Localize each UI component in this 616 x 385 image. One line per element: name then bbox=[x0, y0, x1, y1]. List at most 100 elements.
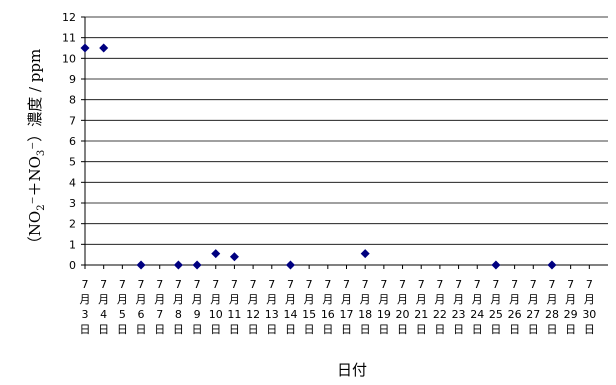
x-tick-label-line: 日 bbox=[416, 323, 427, 336]
data-points bbox=[80, 43, 557, 270]
x-tick-label-line: 11 bbox=[227, 308, 241, 321]
x-tick-label-line: 日 bbox=[584, 323, 595, 336]
data-point bbox=[285, 260, 295, 270]
x-tick-label-line: 日 bbox=[173, 323, 184, 336]
x-tick-label-line: 7 bbox=[474, 278, 481, 291]
x-tick-label: 7 月 28 日 bbox=[545, 278, 559, 336]
y-tick-label: 10 bbox=[62, 52, 76, 65]
x-tick-label-line: 日 bbox=[360, 323, 371, 336]
y-axis-label-prefix: （NO bbox=[26, 211, 44, 251]
x-tick-label-line: 日 bbox=[80, 323, 91, 336]
x-tick-label-line: 7 bbox=[586, 278, 593, 291]
x-tick-label: 7 月 18 日 bbox=[358, 278, 372, 336]
x-tick-label-line: 月 bbox=[248, 293, 259, 306]
x-tick-label: 7 月 4 日 bbox=[98, 278, 109, 336]
x-tick-label-line: 7 bbox=[343, 278, 350, 291]
x-tick-label-line: 7 bbox=[212, 278, 219, 291]
x-tick-label: 7 月 5 日 bbox=[117, 278, 128, 336]
x-tick-label-line: 月 bbox=[266, 293, 277, 306]
x-tick-label: 7 月 15 日 bbox=[302, 278, 316, 336]
x-tick-label-line: 4 bbox=[100, 308, 107, 321]
x-tick-label-line: 7 bbox=[100, 278, 107, 291]
x-tick-label: 7 月 29 日 bbox=[564, 278, 578, 336]
x-tick-label: 7 月 14 日 bbox=[283, 278, 297, 336]
y-tick-label: 8 bbox=[69, 94, 76, 107]
x-tick-label: 7 月 26 日 bbox=[508, 278, 522, 336]
y-tick-label: 6 bbox=[69, 135, 76, 148]
x-tick-label-line: 27 bbox=[526, 308, 540, 321]
x-tick-label-line: 月 bbox=[490, 293, 501, 306]
x-tick-label-line: 7 bbox=[324, 278, 331, 291]
x-tick-label-line: 22 bbox=[433, 308, 447, 321]
x-tick-label-line: 7 bbox=[455, 278, 462, 291]
x-tick-label: 7 月 23 日 bbox=[452, 278, 466, 336]
x-tick-label-line: 日 bbox=[266, 323, 277, 336]
x-tick-label-line: 8 bbox=[175, 308, 182, 321]
x-tick-label-line: 日 bbox=[509, 323, 520, 336]
x-tick-label-line: 18 bbox=[358, 308, 372, 321]
x-tick-label: 7 月 13 日 bbox=[265, 278, 279, 336]
x-tick-label-line: 月 bbox=[210, 293, 221, 306]
data-point bbox=[211, 249, 221, 259]
x-tick-label-line: 7 bbox=[138, 278, 145, 291]
x-tick-label-line: 月 bbox=[136, 293, 147, 306]
x-tick-label-line: 16 bbox=[321, 308, 335, 321]
x-tick-label: 7 月 21 日 bbox=[414, 278, 428, 336]
x-tick-label-line: 日 bbox=[117, 323, 128, 336]
x-tick-label-line: 日 bbox=[136, 323, 147, 336]
data-point bbox=[99, 43, 109, 53]
data-point bbox=[547, 260, 557, 270]
x-tick-label-line: 7 bbox=[399, 278, 406, 291]
x-tick-label-line: 日 bbox=[453, 323, 464, 336]
x-tick-label-line: 月 bbox=[192, 293, 203, 306]
y-axis-label-sub2: 3 bbox=[36, 150, 47, 156]
y-tick-label: 11 bbox=[62, 32, 76, 45]
x-tick-label-line: 日 bbox=[434, 323, 445, 336]
x-tick-label-line: 23 bbox=[452, 308, 466, 321]
y-tick-label: 12 bbox=[62, 11, 76, 24]
x-tick-label: 7 月 12 日 bbox=[246, 278, 260, 336]
y-tick-label: 4 bbox=[69, 176, 76, 189]
x-tick-label-line: 日 bbox=[565, 323, 576, 336]
x-tick-label-line: 7 bbox=[119, 278, 126, 291]
x-tick-label-line: 月 bbox=[584, 293, 595, 306]
data-point bbox=[192, 260, 202, 270]
x-tick-label: 7 月 25 日 bbox=[489, 278, 503, 336]
x-tick-label-line: 日 bbox=[397, 323, 408, 336]
x-tick-label-line: 月 bbox=[360, 293, 371, 306]
x-tick-label: 7 月 7 日 bbox=[154, 278, 165, 336]
x-tick-label: 7 月 8 日 bbox=[173, 278, 184, 336]
data-point bbox=[173, 260, 183, 270]
x-tick-label-line: 日 bbox=[154, 323, 165, 336]
x-tick-label-line: 7 bbox=[156, 278, 163, 291]
x-tick-label: 7 月 9 日 bbox=[192, 278, 203, 336]
x-tick-label-line: 7 bbox=[287, 278, 294, 291]
y-tick-label: 0 bbox=[69, 259, 76, 272]
y-axis-label-suffix: ⁻）濃度 / ppm bbox=[26, 49, 44, 150]
data-point bbox=[360, 249, 370, 259]
x-tick-label-line: 月 bbox=[416, 293, 427, 306]
x-tick-label-line: 月 bbox=[117, 293, 128, 306]
x-axis-label: 日付 bbox=[337, 361, 367, 379]
x-tick-label-line: 12 bbox=[246, 308, 260, 321]
x-tick-label-line: 7 bbox=[268, 278, 275, 291]
y-tick-label: 2 bbox=[69, 218, 76, 231]
x-tick-label-line: 月 bbox=[304, 293, 315, 306]
x-tick-label: 7 月 30 日 bbox=[582, 278, 596, 336]
x-tick-label-line: 7 bbox=[548, 278, 555, 291]
x-tick-label-line: 28 bbox=[545, 308, 559, 321]
x-tick-label-line: 日 bbox=[322, 323, 333, 336]
x-tick-label-line: 6 bbox=[138, 308, 145, 321]
x-tick-label-line: 30 bbox=[582, 308, 596, 321]
x-tick-label-line: 25 bbox=[489, 308, 503, 321]
x-tick-label-line: 7 bbox=[567, 278, 574, 291]
x-tick-label-line: 日 bbox=[192, 323, 203, 336]
x-tick-label-line: 月 bbox=[546, 293, 557, 306]
x-tick-label-line: 3 bbox=[82, 308, 89, 321]
data-point bbox=[80, 43, 90, 53]
x-tick-label-line: 21 bbox=[414, 308, 428, 321]
x-tick-label: 7 月 6 日 bbox=[136, 278, 147, 336]
x-tick-label-line: 日 bbox=[229, 323, 240, 336]
x-tick-label-line: 月 bbox=[322, 293, 333, 306]
y-tick-label: 9 bbox=[69, 73, 76, 86]
